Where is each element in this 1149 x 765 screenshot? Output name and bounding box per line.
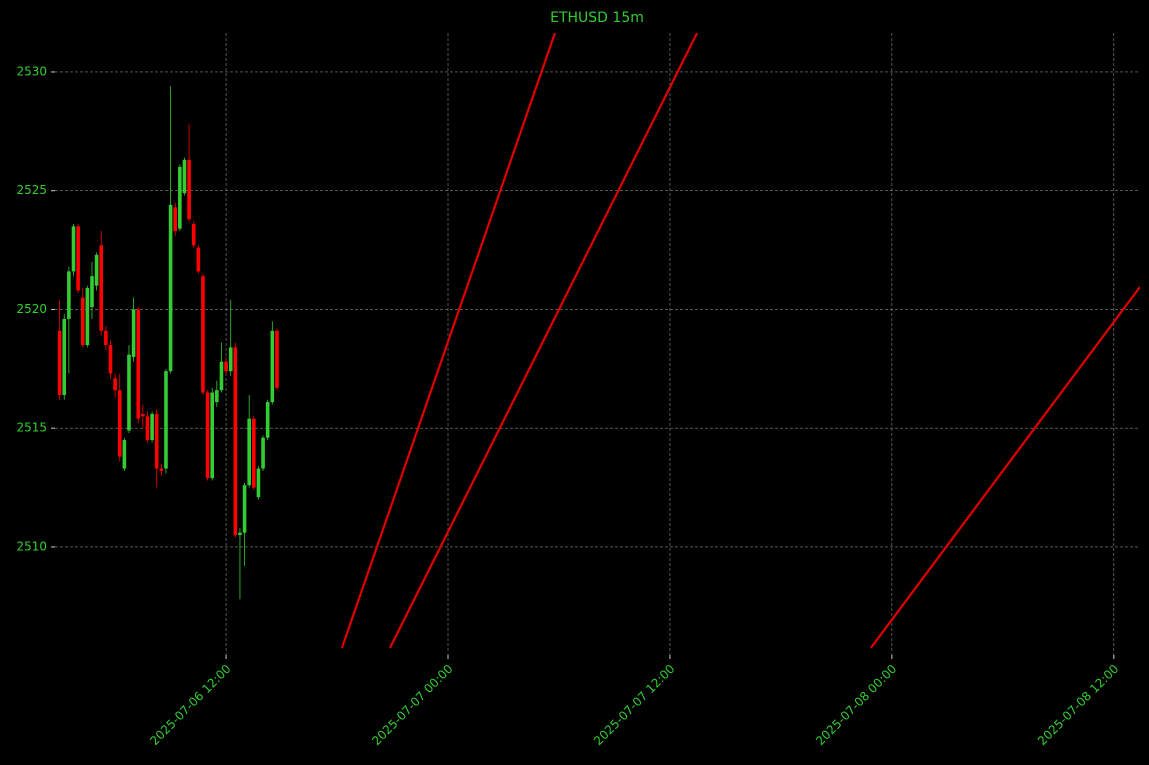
y-tick-label: 2510	[16, 539, 47, 553]
candle-body	[94, 254, 99, 286]
candle-body	[117, 390, 122, 457]
candle-body	[67, 271, 71, 319]
candle-body	[141, 413, 145, 417]
y-tick-label: 2515	[16, 421, 47, 435]
candle-body	[168, 204, 173, 372]
trend-line	[870, 286, 1140, 649]
candle-body	[187, 159, 191, 220]
candle-body	[90, 276, 94, 308]
candle-body	[122, 440, 127, 469]
candle-body	[104, 330, 108, 346]
chart-title: ETHUSD 15m	[550, 10, 644, 26]
candle-body	[275, 330, 279, 388]
candle-body	[224, 361, 228, 372]
candle-body	[57, 330, 62, 395]
candle-body	[113, 378, 117, 391]
candle-body	[71, 226, 76, 272]
candle-body	[247, 418, 251, 486]
candle-body	[154, 413, 159, 469]
candle-body	[136, 309, 141, 419]
y-tick-label: 2520	[16, 302, 47, 316]
x-tick-label: 2025-07-07 12:00	[591, 662, 677, 748]
candle-body	[191, 223, 196, 246]
plot-area	[57, 33, 1140, 649]
candle-body	[196, 247, 201, 272]
candle-body	[182, 159, 187, 194]
candle-body	[150, 413, 154, 441]
y-tick-label: 2530	[16, 64, 47, 78]
candle-body	[76, 226, 80, 291]
trend-line	[389, 33, 699, 649]
candle-body	[201, 276, 205, 393]
candle-body	[215, 390, 219, 403]
x-tick-label: 2025-07-08 12:00	[1035, 662, 1121, 748]
candle-body	[108, 345, 113, 374]
candle-body	[219, 361, 224, 391]
x-tick-label: 2025-07-07 00:00	[369, 662, 455, 748]
x-tick-label: 2025-07-06 12:00	[147, 662, 233, 748]
candle-body	[99, 245, 104, 331]
candle-body	[256, 468, 261, 498]
candle-body	[127, 354, 131, 431]
candle-body	[131, 309, 136, 357]
candle-body	[62, 318, 67, 395]
candle-body	[270, 330, 275, 403]
candle-body	[242, 485, 247, 533]
candle-body	[85, 288, 90, 346]
x-tick-label: 2025-07-08 00:00	[813, 662, 899, 748]
y-tick-label: 2525	[16, 183, 47, 197]
candle-body	[228, 347, 233, 372]
candle-body	[252, 418, 256, 488]
candle-body	[80, 297, 85, 346]
candle-body	[238, 532, 242, 536]
candle-body	[164, 371, 168, 469]
candle-body	[145, 416, 150, 441]
candle-body	[210, 392, 215, 479]
candle-body	[205, 392, 210, 479]
trend-line	[340, 33, 557, 649]
candle-body	[233, 347, 238, 536]
candle-body	[173, 207, 178, 232]
candle-body	[159, 468, 164, 471]
candle-body	[261, 437, 265, 469]
candle-body	[178, 166, 182, 229]
candle-body	[265, 402, 270, 438]
